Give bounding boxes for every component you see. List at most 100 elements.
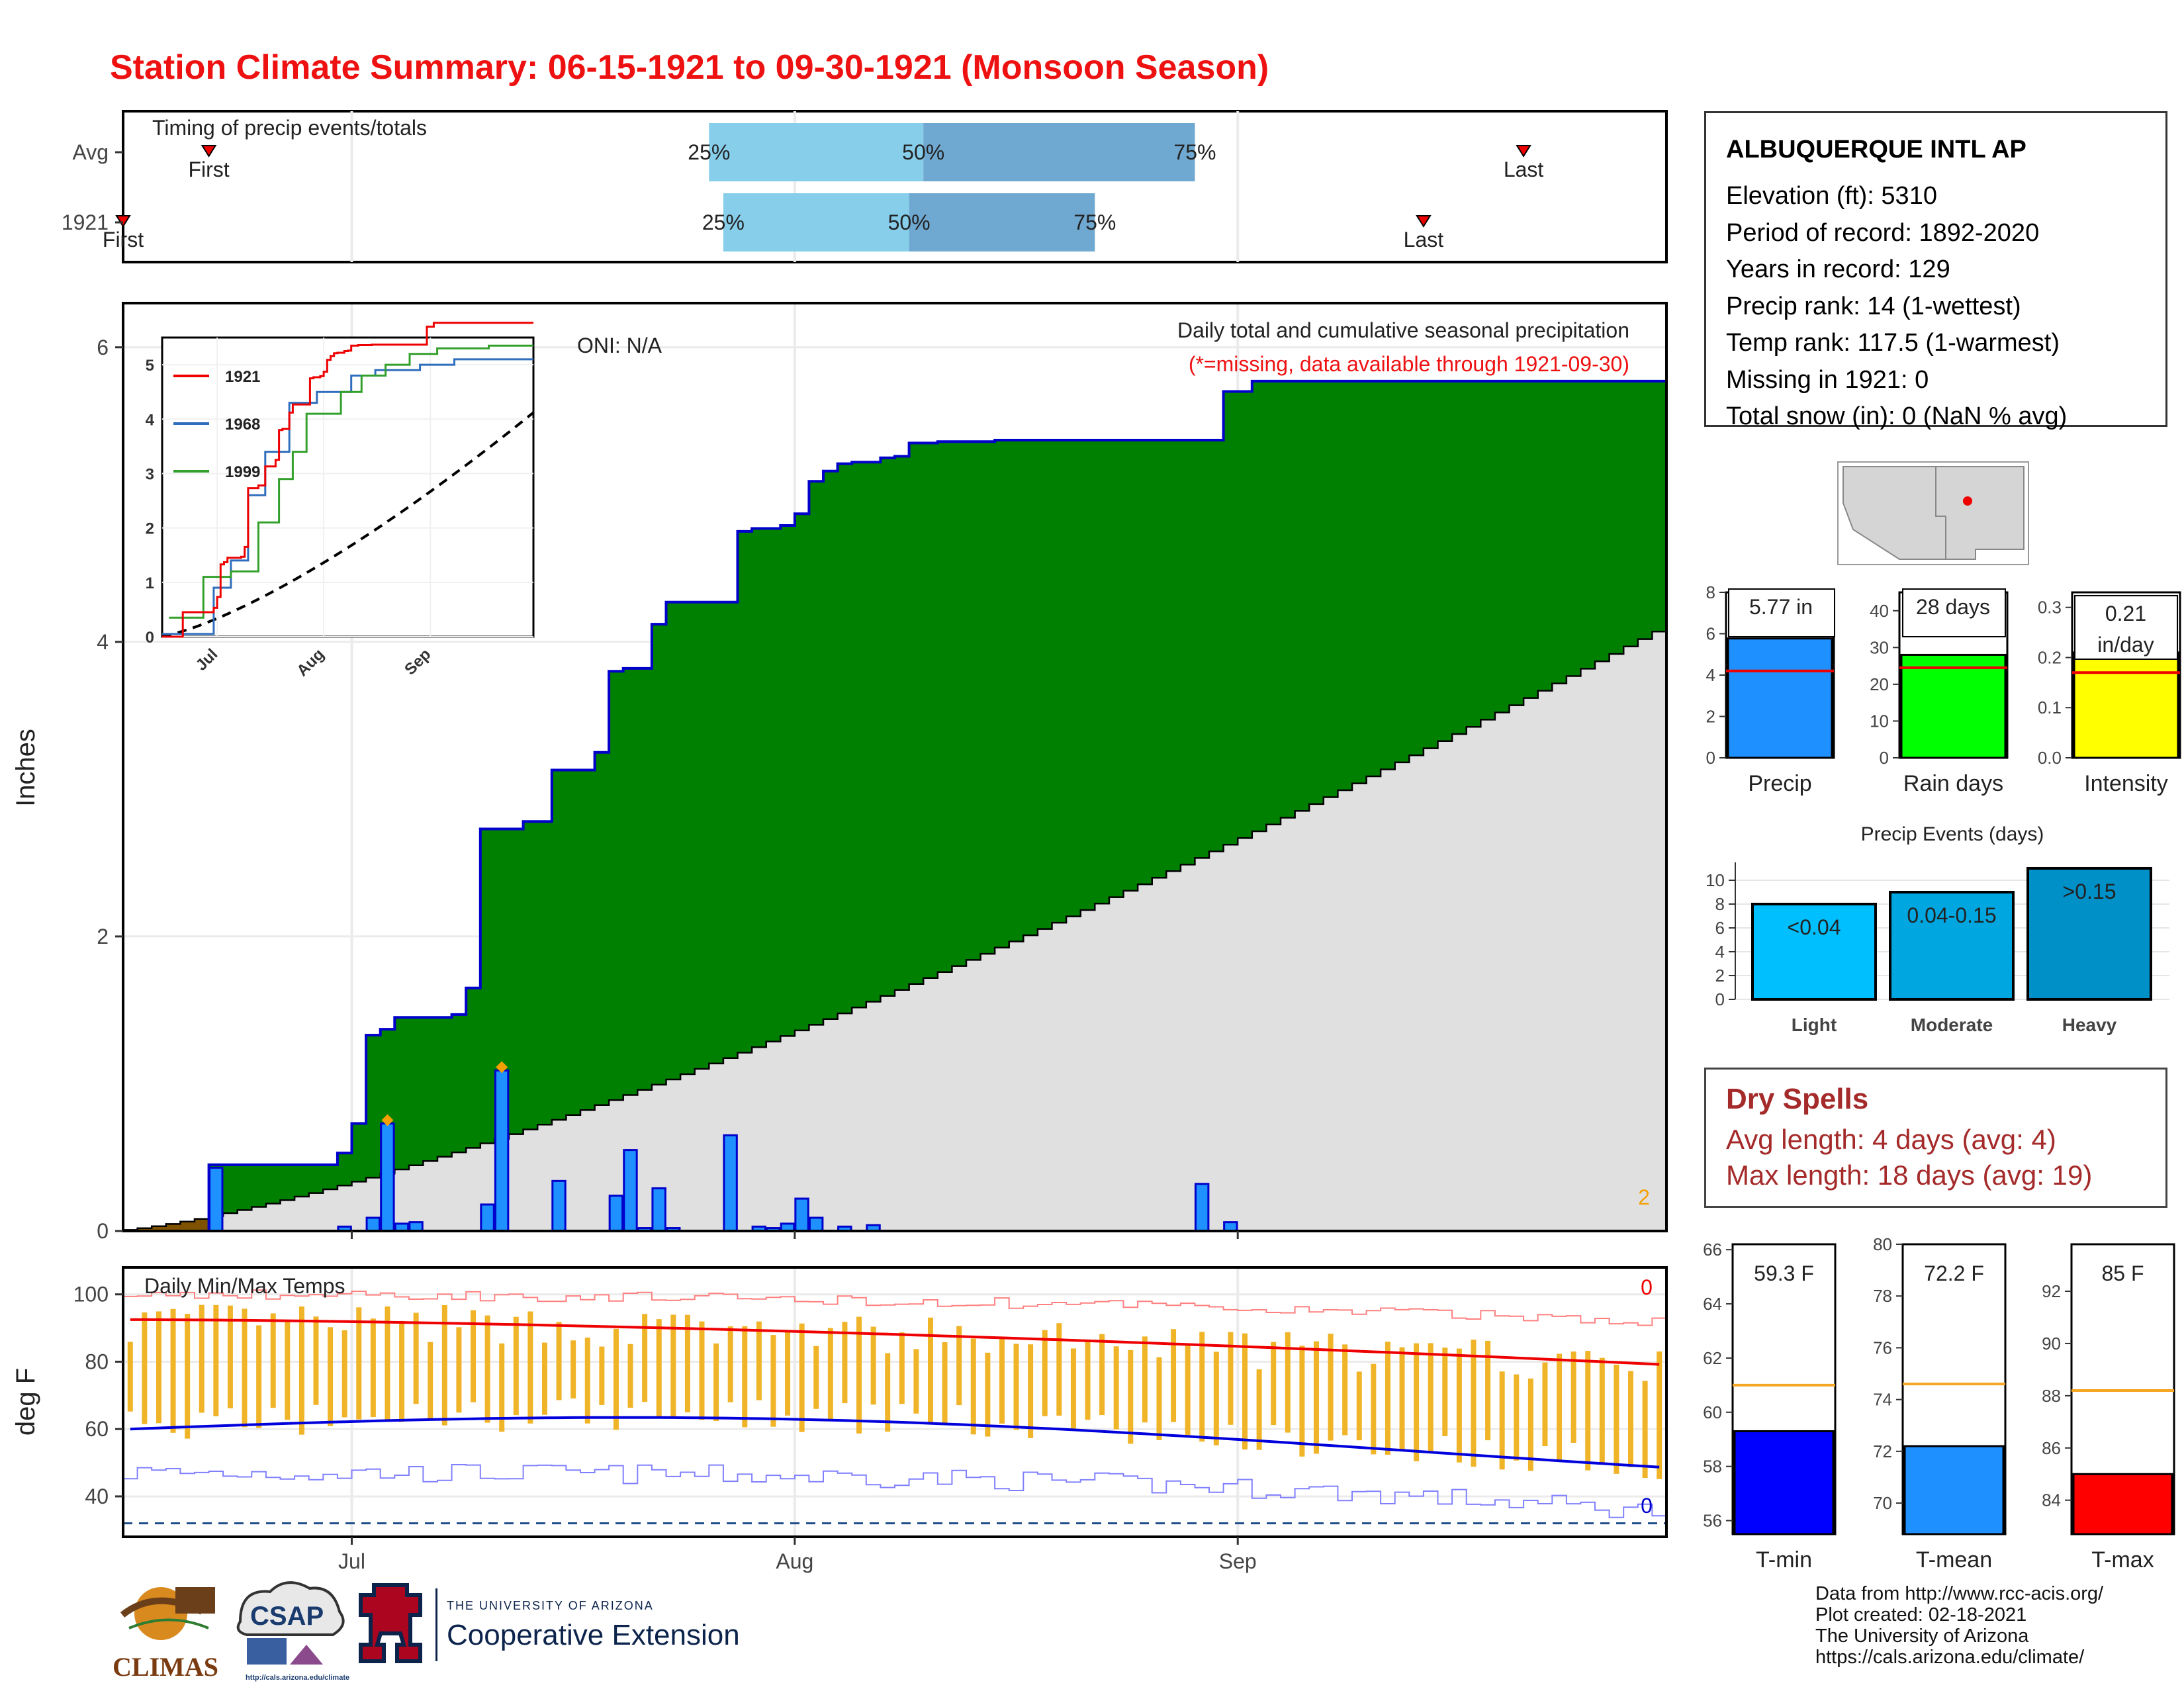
cumulative-surplus-segment: [1524, 381, 1539, 698]
daily-temp-bar: [127, 1342, 133, 1412]
cumulative-surplus-segment: [637, 668, 653, 1090]
timing-q75-label: 75%: [1073, 210, 1116, 234]
daily-temp-bar: [1471, 1340, 1477, 1467]
event-bar: [1889, 891, 2015, 1001]
inset-ytick-label: 0: [146, 629, 154, 647]
timing-event-marker: [115, 215, 131, 228]
rain-days-summary-ytick-label: 40: [1870, 601, 1889, 621]
events-title: Precip Events (days): [1861, 823, 2044, 845]
cumulative-surplus-segment: [1580, 381, 1596, 669]
station-temp-rank: Temp rank: 117.5 (1-warmest): [1726, 329, 2060, 357]
daily-temp-bar: [484, 1315, 490, 1423]
daily-temp-bar: [1299, 1346, 1305, 1457]
daily-temp-bar: [1271, 1342, 1277, 1426]
ua-logo: THE UNIVERSITY OF ARIZONA Cooperative Ex…: [359, 1583, 740, 1663]
daily-temp-bar: [713, 1343, 719, 1421]
daily-temp-bar: [584, 1337, 590, 1424]
cumulative-surplus-segment: [437, 1017, 453, 1157]
daily-precip-bar: [480, 1203, 495, 1232]
cumulative-surplus-segment: [823, 471, 839, 1019]
temp-ytick-label: 40: [85, 1485, 109, 1508]
precip-summary-label: Precip: [1748, 771, 1811, 796]
heavy-event-marker: [381, 1114, 394, 1126]
tmean-summary-ytick-label: 80: [1873, 1234, 1892, 1254]
timing-row-label: 1921: [62, 210, 109, 234]
timing-bar-q25-q50: [723, 193, 909, 251]
cumulative-surplus-segment: [523, 821, 538, 1130]
cumulative-surplus-segment: [1537, 381, 1553, 691]
daily-temp-bar: [827, 1328, 833, 1420]
cumulative-surplus-segment: [1595, 381, 1610, 662]
tmax-summary-label: T-max: [2091, 1547, 2154, 1573]
daily-temp-bar: [1099, 1334, 1105, 1416]
daily-temp-bar: [1456, 1348, 1462, 1463]
daily-temp-bar: [1356, 1371, 1362, 1441]
daily-temp-bar: [1442, 1348, 1448, 1436]
cumulative-surplus-segment: [337, 1153, 353, 1186]
tmin-summary-ytick-label: 62: [1703, 1348, 1722, 1368]
cumulative-surplus-segment: [794, 514, 810, 1030]
rain-days-summary-ytick-label: 10: [1870, 711, 1889, 731]
daily-temp-bar: [642, 1314, 648, 1402]
tmean-summary-value-label: 72.2 F: [1924, 1261, 1984, 1285]
cumulative-surplus-segment: [366, 1035, 381, 1178]
events-ytick-label: 0: [1715, 989, 1725, 1009]
intensity-value-label: 0.21: [2105, 602, 2146, 625]
cumulative-surplus-segment: [937, 441, 952, 972]
daily-temp-bar: [1399, 1347, 1405, 1450]
daily-temp-bar: [471, 1310, 477, 1402]
precip-ytick-label: 0: [97, 1219, 109, 1243]
precip-summary-ytick-label: 2: [1706, 707, 1715, 727]
inset-legend-label: 1999: [225, 463, 260, 481]
station-location-dot: [1963, 496, 1972, 506]
cumulative-surplus-segment: [408, 1017, 424, 1165]
station-missing: Missing in 1921: 0: [1726, 366, 1929, 394]
tmax-summary-value-label: 85 F: [2101, 1261, 2144, 1285]
tmean-summary-bar: [1903, 1445, 2005, 1535]
cumulative-surplus-segment: [752, 528, 767, 1048]
daily-precip-bar: [380, 1122, 395, 1232]
cumulative-surplus-segment: [837, 463, 852, 1014]
daily-temp-bar: [1585, 1351, 1591, 1471]
daily-temp-bar: [242, 1308, 248, 1428]
daily-temp-bar: [1385, 1342, 1390, 1455]
daily-temp-bar: [1070, 1348, 1076, 1430]
daily-temp-bar: [656, 1319, 662, 1417]
daily-temp-bar: [213, 1304, 219, 1416]
station-elevation: Elevation (ft): 5310: [1726, 182, 1937, 210]
cumulative-surplus-segment: [866, 462, 882, 1002]
daily-temp-bar: [356, 1307, 362, 1420]
events-ytick-label: 2: [1715, 966, 1725, 985]
csap-url: http://cals.arizona.edu/climate: [246, 1674, 349, 1682]
daily-temp-bar: [513, 1316, 519, 1416]
daily-temp-bar: [913, 1349, 919, 1414]
record-max-line: [123, 1289, 1666, 1326]
climas-logo: CLIMAS: [113, 1587, 218, 1682]
cumulative-surplus-segment: [1037, 439, 1053, 929]
cumulative-surplus-segment: [1109, 439, 1124, 897]
temp-xtick-label: Jul: [338, 1549, 365, 1573]
daily-temp-bar: [456, 1327, 462, 1413]
cumulative-surplus-segment: [852, 462, 867, 1008]
cumulative-surplus-segment: [509, 829, 524, 1134]
avg-max-line: [130, 1318, 1660, 1366]
timing-event-label: Last: [1504, 158, 1544, 181]
daily-temp-bar: [1570, 1351, 1576, 1443]
daily-temp-bar: [298, 1306, 304, 1435]
timing-row-label: Avg: [72, 140, 109, 164]
daily-temp-bar: [1142, 1336, 1148, 1423]
daily-temp-bar: [1242, 1333, 1248, 1450]
cumulative-surplus-segment: [1394, 381, 1410, 762]
dry-spells-title: Dry Spells: [1726, 1083, 1869, 1115]
daily-temp-bar: [1085, 1340, 1091, 1420]
daily-temp-bar: [1371, 1363, 1377, 1455]
rain-days-summary-bar: [1900, 653, 2007, 759]
daily-temp-bar: [785, 1330, 791, 1416]
daily-temp-bar: [970, 1338, 976, 1435]
station-name: ALBUQUERQUE INTL AP: [1726, 136, 2026, 163]
cumulative-surplus-segment: [1309, 381, 1324, 804]
daily-temp-bar: [1213, 1351, 1219, 1445]
tmin-summary-ytick-label: 66: [1703, 1240, 1722, 1259]
cumulative-surplus-segment: [1466, 381, 1481, 727]
